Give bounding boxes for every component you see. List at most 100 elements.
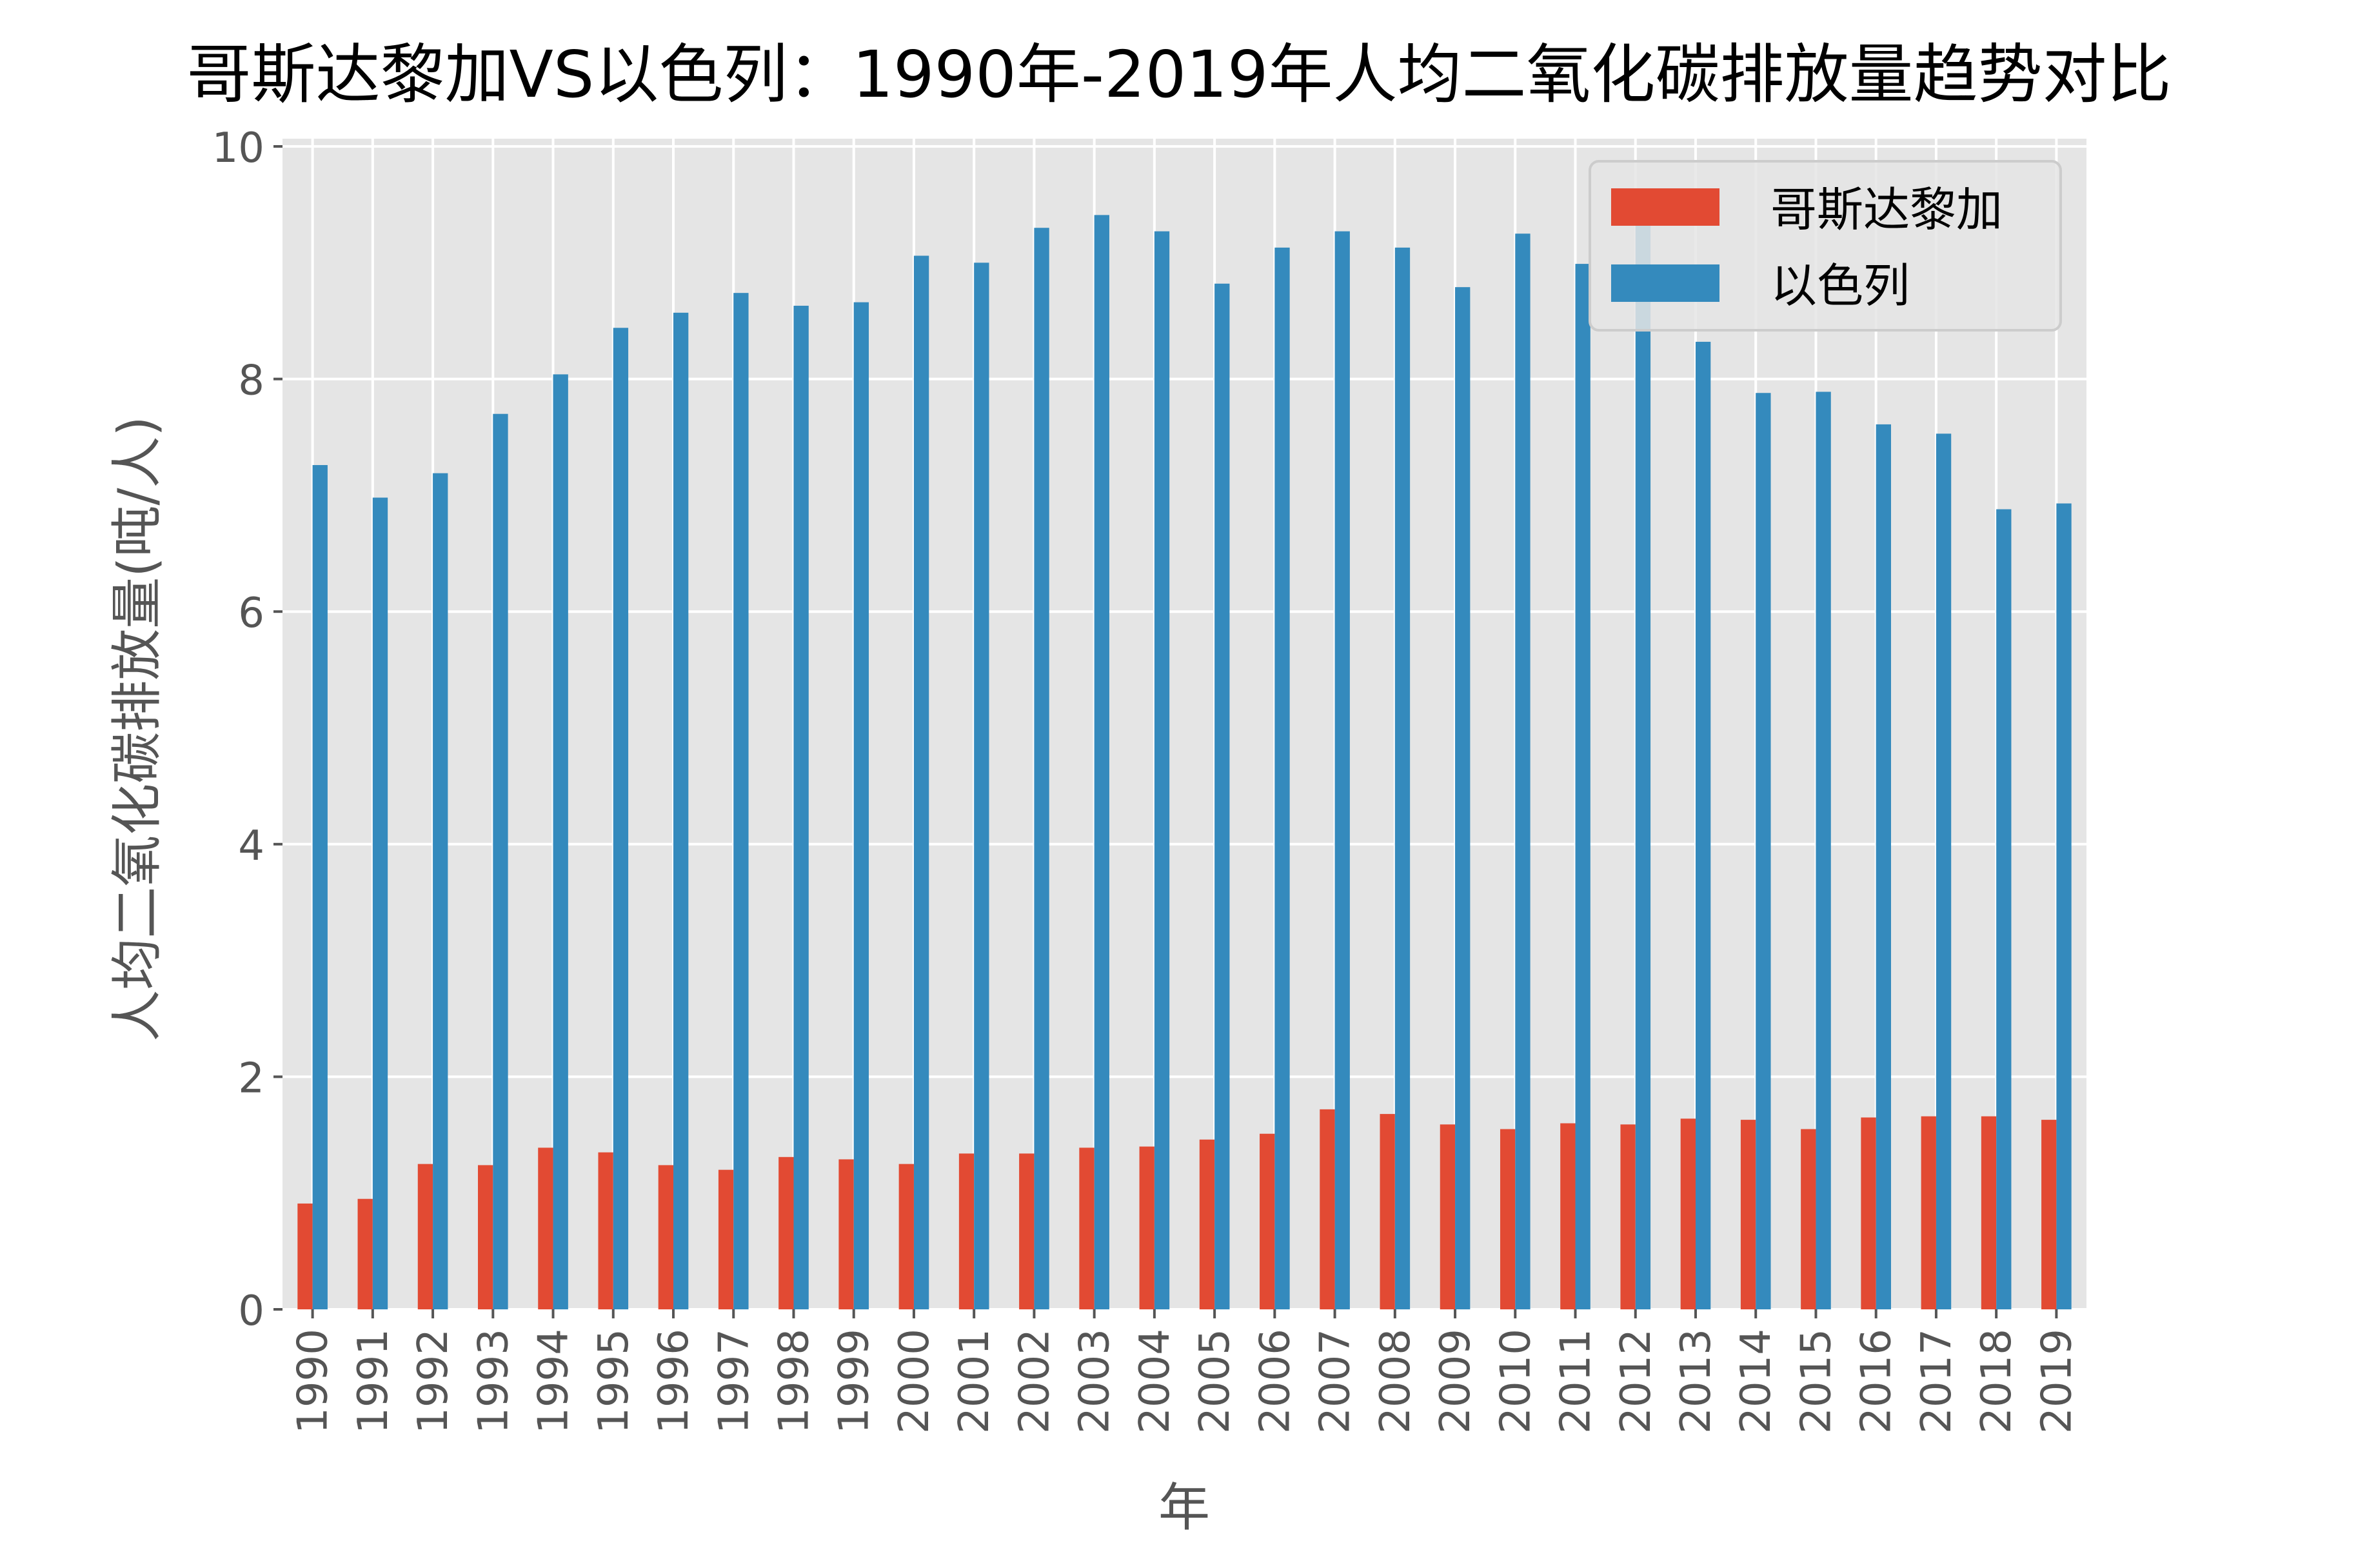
bar-costa-rica-1993 — [478, 1165, 493, 1309]
bar-israel-1991 — [372, 497, 388, 1309]
bar-costa-rica-2011 — [1560, 1123, 1576, 1309]
legend-label-costa-rica: 哥斯达黎加 — [1770, 183, 2003, 237]
x-tick-label: 2002 — [1011, 1329, 1058, 1434]
bar-costa-rica-1990 — [297, 1203, 313, 1309]
legend: 哥斯达黎加 以色列 — [1589, 160, 2062, 332]
x-axis-label: 年 — [1158, 1478, 1210, 1538]
x-tick-label: 2009 — [1432, 1329, 1480, 1434]
x-tick-label: 2008 — [1372, 1329, 1420, 1434]
bar-israel-2019 — [2056, 503, 2072, 1309]
bar-costa-rica-2000 — [898, 1164, 914, 1309]
x-tick-label: 2019 — [2033, 1329, 2081, 1434]
bar-israel-2012 — [1635, 225, 1651, 1309]
bar-costa-rica-2015 — [1801, 1129, 1816, 1309]
bar-israel-1998 — [793, 306, 809, 1309]
x-tick-label: 2007 — [1312, 1329, 1360, 1434]
bar-israel-2013 — [1695, 341, 1711, 1309]
bar-israel-1990 — [312, 465, 328, 1309]
bar-costa-rica-2012 — [1620, 1124, 1636, 1309]
bar-israel-2017 — [1936, 433, 1952, 1309]
bar-israel-2011 — [1575, 264, 1590, 1309]
bar-israel-1995 — [613, 328, 629, 1309]
bar-israel-2001 — [974, 263, 989, 1309]
bar-costa-rica-2010 — [1500, 1129, 1516, 1309]
bar-israel-2015 — [1816, 392, 1831, 1309]
bar-israel-2005 — [1214, 283, 1230, 1309]
bar-costa-rica-1997 — [718, 1169, 734, 1309]
y-tick-label: 8 — [238, 357, 264, 405]
bar-costa-rica-2013 — [1680, 1118, 1696, 1309]
x-tick-label: 2011 — [1552, 1329, 1600, 1434]
bar-israel-1993 — [493, 413, 508, 1310]
bar-costa-rica-1992 — [417, 1164, 433, 1309]
bar-israel-1994 — [553, 374, 568, 1310]
bar-costa-rica-2007 — [1320, 1109, 1335, 1309]
plot-area — [282, 139, 2086, 1309]
bar-costa-rica-1995 — [598, 1152, 613, 1309]
bar-israel-2009 — [1455, 287, 1471, 1310]
bar-israel-2000 — [913, 255, 929, 1310]
x-tick-label: 2000 — [891, 1329, 938, 1434]
bar-israel-2003 — [1094, 215, 1109, 1310]
y-tick-labels: 0 2 4 6 8 10 — [212, 124, 282, 1335]
bar-costa-rica-1998 — [778, 1156, 794, 1309]
x-tick-label: 1999 — [831, 1329, 878, 1434]
x-tick-label: 2001 — [951, 1329, 998, 1434]
bar-israel-1999 — [853, 302, 869, 1309]
x-tick-label: 1993 — [470, 1329, 517, 1434]
bar-israel-2008 — [1394, 247, 1411, 1310]
bar-israel-2010 — [1515, 233, 1531, 1310]
bar-costa-rica-2016 — [1861, 1117, 1876, 1309]
y-tick-label: 4 — [238, 822, 264, 870]
x-tick-label: 1990 — [290, 1329, 337, 1434]
x-tick-label: 2012 — [1612, 1329, 1660, 1434]
y-axis-label: 人均二氧化碳排放量(吨/人) — [107, 416, 167, 1041]
legend-swatch-israel — [1611, 264, 1719, 302]
x-tick-label: 2017 — [1913, 1329, 1961, 1434]
bar-costa-rica-2001 — [958, 1153, 975, 1309]
legend-swatch-costa-rica — [1611, 188, 1719, 226]
x-tick-label: 1998 — [770, 1329, 818, 1434]
bar-costa-rica-1999 — [838, 1159, 854, 1309]
bar-costa-rica-2019 — [2041, 1120, 2057, 1309]
bar-costa-rica-2009 — [1440, 1124, 1456, 1309]
legend-label-israel: 以色列 — [1770, 259, 1910, 313]
bar-israel-2004 — [1154, 231, 1170, 1309]
y-tick-label: 0 — [238, 1287, 264, 1335]
x-tick-label: 2010 — [1492, 1329, 1540, 1434]
bar-costa-rica-2017 — [1921, 1116, 1936, 1309]
bar-israel-1997 — [733, 293, 749, 1310]
bar-costa-rica-1994 — [538, 1147, 553, 1309]
x-tick-label: 1995 — [590, 1329, 638, 1434]
x-tick-label: 2018 — [1973, 1329, 2021, 1434]
x-tick-label: 2006 — [1251, 1329, 1299, 1434]
bar-israel-2007 — [1334, 231, 1350, 1309]
x-tick-label: 1996 — [650, 1329, 698, 1434]
x-tick-label: 2014 — [1732, 1329, 1780, 1434]
bar-costa-rica-1996 — [658, 1165, 674, 1309]
x-tick-label: 1991 — [350, 1329, 397, 1434]
bar-costa-rica-2002 — [1019, 1153, 1035, 1309]
bar-israel-2016 — [1876, 424, 1891, 1309]
x-tick-label: 2015 — [1792, 1329, 1840, 1434]
x-tick-label: 2004 — [1131, 1329, 1179, 1434]
bar-costa-rica-2018 — [1981, 1116, 1997, 1309]
x-tick-label: 1992 — [410, 1329, 457, 1434]
chart-title: 哥斯达黎加VS以色列：1990年-2019年人均二氧化碳排放量趋势对比 — [187, 37, 2172, 112]
x-tick-label: 2013 — [1672, 1329, 1720, 1434]
x-tick-label: 2003 — [1071, 1329, 1119, 1434]
bar-costa-rica-2003 — [1079, 1147, 1095, 1309]
y-tick-label: 10 — [212, 124, 264, 172]
x-tick-labels: 1990 1991 1992 1993 1994 1995 1996 1997 1998 1999… — [290, 1309, 2081, 1434]
bar-israel-1996 — [673, 312, 689, 1310]
bar-costa-rica-2006 — [1260, 1133, 1275, 1309]
bar-costa-rica-2005 — [1199, 1139, 1215, 1309]
bar-costa-rica-2004 — [1139, 1146, 1154, 1309]
bar-israel-2002 — [1034, 228, 1049, 1310]
bar-israel-2014 — [1756, 393, 1771, 1309]
bar-costa-rica-2014 — [1740, 1120, 1756, 1309]
bar-costa-rica-1991 — [357, 1198, 373, 1309]
x-tick-label: 2016 — [1853, 1329, 1901, 1434]
bars — [297, 215, 2072, 1310]
